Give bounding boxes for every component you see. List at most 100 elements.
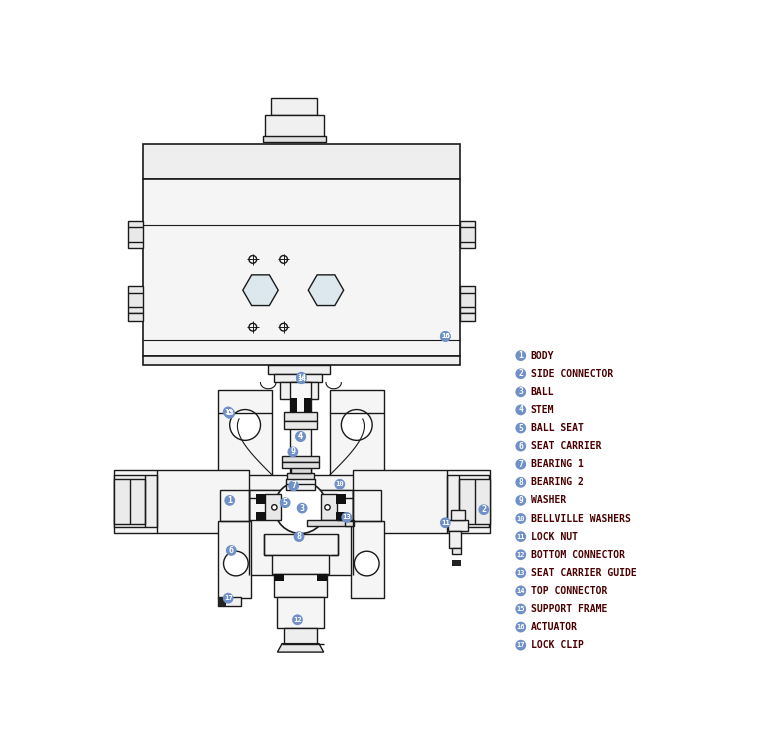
Circle shape [280, 497, 291, 508]
Bar [274, 374, 322, 382]
Text: 1: 1 [227, 496, 232, 505]
Bar [353, 470, 490, 532]
Bar [143, 144, 460, 178]
Text: 11: 11 [516, 533, 525, 539]
Bar [265, 494, 281, 520]
Bar [128, 221, 143, 248]
Text: 12: 12 [293, 616, 301, 622]
Bar [460, 286, 474, 314]
Text: BALL SEAT: BALL SEAT [531, 423, 584, 433]
Text: 17: 17 [224, 596, 232, 602]
Text: 8: 8 [297, 532, 301, 541]
Circle shape [515, 568, 526, 578]
Circle shape [515, 622, 526, 632]
Bar [282, 456, 319, 462]
Circle shape [515, 531, 526, 542]
Bar [284, 412, 318, 421]
Bar [219, 521, 251, 599]
Circle shape [515, 423, 526, 433]
Bar [449, 531, 460, 548]
Circle shape [253, 284, 267, 297]
Bar [290, 382, 312, 472]
Bar [453, 560, 461, 566]
Circle shape [288, 481, 299, 491]
Text: 14: 14 [516, 588, 525, 594]
Bar [288, 472, 314, 481]
Bar [336, 512, 346, 520]
Bar [460, 314, 474, 321]
Text: 6: 6 [229, 546, 234, 555]
Circle shape [296, 374, 307, 384]
Text: 14: 14 [297, 374, 305, 380]
Text: 15: 15 [516, 606, 525, 612]
Circle shape [515, 549, 526, 560]
Bar [336, 494, 346, 504]
Text: 4: 4 [298, 432, 303, 441]
Circle shape [224, 408, 235, 419]
Text: LOCK NUT: LOCK NUT [531, 532, 578, 542]
Text: 13: 13 [343, 514, 351, 520]
Bar [219, 597, 226, 606]
Circle shape [341, 512, 352, 523]
Text: 8: 8 [518, 478, 523, 487]
Text: 3: 3 [300, 503, 305, 512]
Bar [265, 115, 324, 138]
Circle shape [222, 406, 233, 417]
Text: 7: 7 [291, 482, 296, 490]
Bar [290, 398, 298, 412]
Text: BODY: BODY [531, 351, 554, 361]
Text: 14: 14 [297, 376, 305, 382]
Bar [263, 136, 326, 142]
Circle shape [288, 446, 298, 458]
Bar [353, 490, 381, 575]
Text: 5: 5 [518, 424, 523, 433]
Text: 5: 5 [283, 498, 288, 507]
Circle shape [515, 477, 526, 488]
Bar [280, 382, 319, 399]
Circle shape [478, 504, 489, 515]
Bar [271, 98, 318, 115]
Bar [264, 533, 338, 555]
Circle shape [515, 586, 526, 596]
Circle shape [294, 531, 305, 542]
Bar [274, 574, 284, 581]
Bar [452, 510, 465, 520]
Circle shape [222, 592, 233, 604]
Circle shape [515, 368, 526, 380]
Bar [330, 390, 384, 502]
Circle shape [515, 350, 526, 361]
Polygon shape [308, 274, 343, 305]
Text: 12: 12 [516, 552, 525, 558]
Circle shape [515, 495, 526, 506]
Circle shape [515, 640, 526, 650]
Bar [459, 478, 490, 524]
Bar [453, 548, 461, 554]
Circle shape [515, 513, 526, 524]
Text: 9: 9 [291, 448, 295, 457]
Bar [114, 478, 145, 524]
Circle shape [341, 410, 372, 440]
Text: 4: 4 [298, 432, 303, 441]
Text: 3: 3 [518, 387, 523, 396]
Circle shape [292, 614, 303, 626]
Circle shape [295, 431, 306, 442]
Text: 1: 1 [518, 351, 523, 360]
Circle shape [515, 441, 526, 452]
Circle shape [325, 505, 330, 510]
Bar [256, 512, 266, 520]
Text: 2: 2 [518, 369, 523, 378]
Text: 10: 10 [336, 482, 344, 488]
Text: BEARING 1: BEARING 1 [531, 459, 584, 470]
Text: 15: 15 [226, 410, 234, 416]
Circle shape [229, 410, 260, 440]
Circle shape [224, 495, 235, 506]
Bar [460, 221, 474, 248]
Circle shape [515, 459, 526, 470]
Bar [143, 356, 460, 365]
Bar [128, 314, 143, 321]
Bar [351, 521, 384, 599]
Circle shape [440, 331, 451, 342]
Bar [256, 494, 266, 504]
Bar [219, 390, 272, 502]
Text: 6: 6 [518, 442, 523, 451]
